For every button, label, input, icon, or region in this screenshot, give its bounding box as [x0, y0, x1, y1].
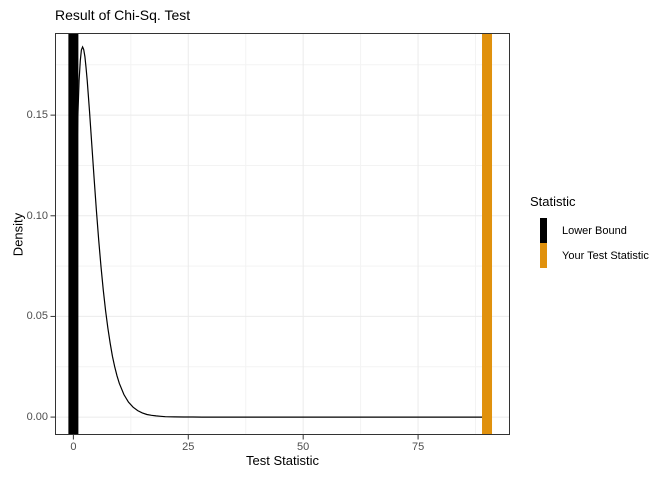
plot-title: Result of Chi-Sq. Test — [55, 7, 191, 23]
y-tick-label: 0.00 — [26, 411, 48, 424]
legend-title: Statistic — [530, 194, 576, 209]
legend-item-your-test-statistic: Your Test Statistic — [530, 243, 672, 268]
y-tick-label: 0.15 — [26, 109, 48, 122]
legend-label-your-test-statistic: Your Test Statistic — [562, 249, 649, 262]
legend-label-lower-bound: Lower Bound — [562, 224, 627, 237]
x-axis-title: Test Statistic — [246, 453, 319, 468]
legend: Statistic Lower Bound Your Test Statisti… — [530, 194, 672, 268]
legend-item-lower-bound: Lower Bound — [530, 218, 672, 243]
x-tick-label: 0 — [70, 441, 77, 453]
panel-border — [55, 33, 510, 435]
x-tick-label: 25 — [182, 441, 195, 453]
y-tick-label: 0.10 — [26, 209, 48, 222]
lower-bound-key-swatch — [540, 218, 547, 243]
lower-bound-vline — [68, 33, 79, 435]
density-curve — [72, 45, 487, 418]
y-tick-label: 0.05 — [26, 310, 48, 323]
your-test-statistic-key-swatch — [540, 243, 547, 268]
test-statistic-vline — [482, 33, 493, 435]
x-tick-label: 75 — [411, 441, 425, 453]
x-tick-label: 50 — [297, 441, 310, 453]
y-axis-title: Density — [10, 212, 26, 257]
